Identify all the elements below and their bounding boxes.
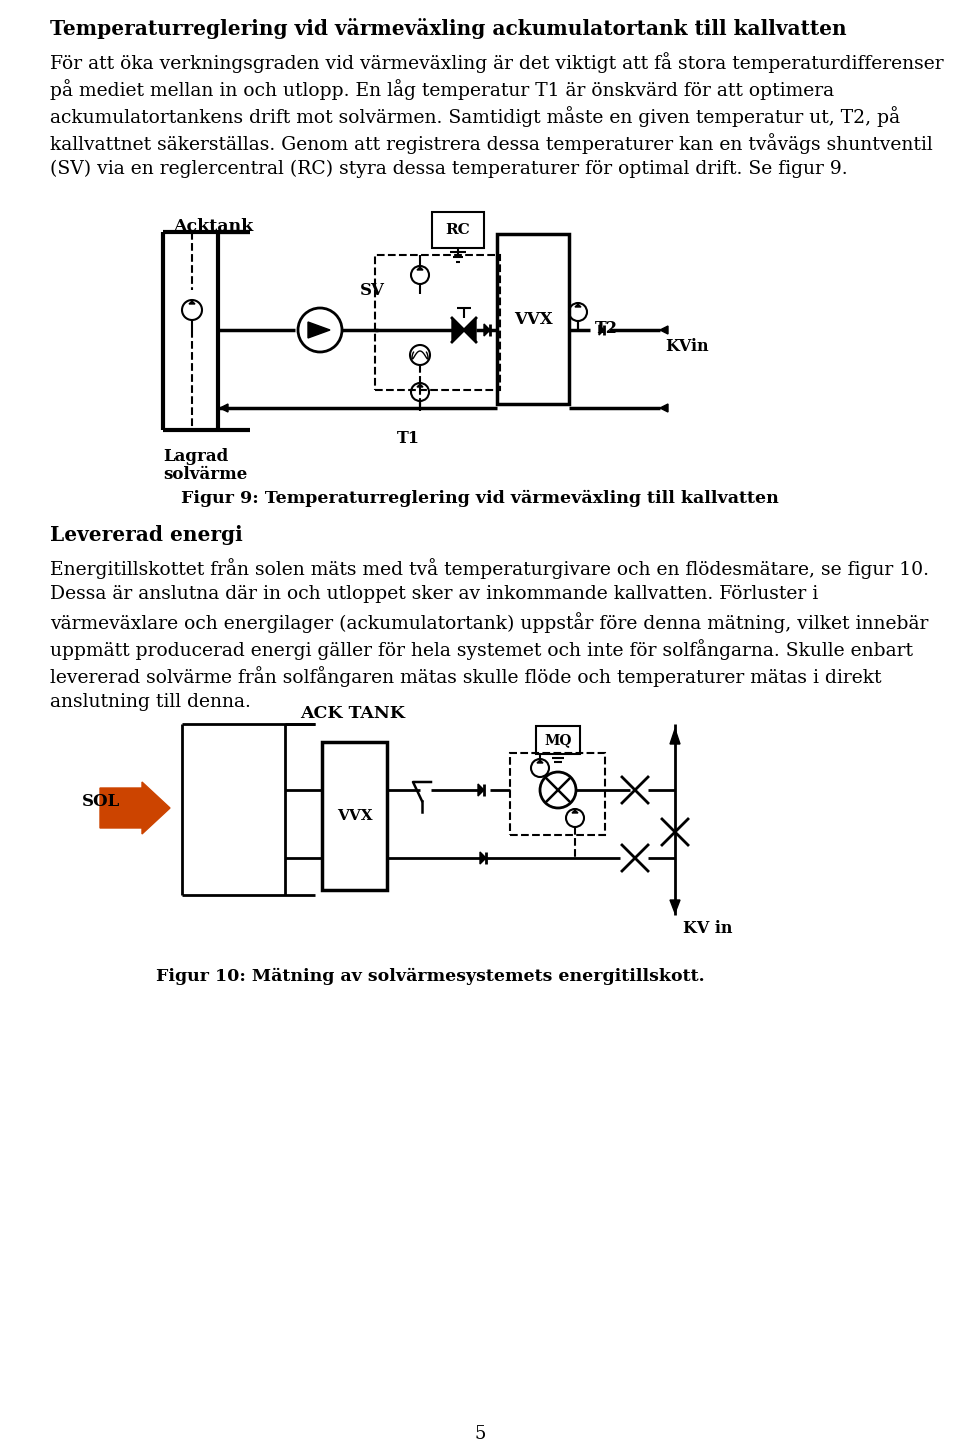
Polygon shape — [484, 324, 490, 335]
Bar — [375, 256, 500, 391]
Polygon shape — [537, 759, 543, 762]
Text: Dessa är anslutna där in och utloppet sker av inkommande kallvatten. Förluster i: Dessa är anslutna där in och utloppet sk… — [50, 585, 818, 603]
Text: uppmätt producerad energi gäller för hela systemet och inte för solfångarna. Sku: uppmätt producerad energi gäller för hel… — [50, 639, 913, 661]
Bar — [432, 212, 484, 248]
Bar — [536, 726, 580, 754]
Polygon shape — [478, 784, 484, 796]
Text: Levererad energi: Levererad energi — [50, 526, 243, 544]
Text: VVX: VVX — [337, 809, 372, 823]
Bar — [510, 754, 605, 835]
Text: 5: 5 — [474, 1424, 486, 1443]
Text: ackumulatortankens drift mot solvärmen. Samtidigt måste en given temperatur ut, : ackumulatortankens drift mot solvärmen. … — [50, 106, 900, 126]
Text: värmeväxlare och energilager (ackumulatortank) uppstår före denna mätning, vilke: värmeväxlare och energilager (ackumulato… — [50, 611, 928, 633]
Polygon shape — [220, 404, 228, 412]
Text: anslutning till denna.: anslutning till denna. — [50, 693, 251, 711]
Polygon shape — [670, 900, 680, 913]
Bar — [497, 234, 569, 404]
Polygon shape — [464, 318, 476, 343]
Polygon shape — [572, 810, 578, 813]
Polygon shape — [417, 383, 423, 388]
Polygon shape — [670, 729, 680, 743]
Text: Acktank: Acktank — [173, 218, 253, 235]
Text: ACK TANK: ACK TANK — [300, 706, 405, 722]
Text: kallvattnet säkerställas. Genom att registrera dessa temperaturer kan en tvåvägs: kallvattnet säkerställas. Genom att regi… — [50, 134, 933, 154]
Text: KV in: KV in — [683, 921, 732, 937]
Text: För att öka verkningsgraden vid värmeväxling är det viktigt att få stora tempera: För att öka verkningsgraden vid värmeväx… — [50, 52, 944, 73]
Text: (SV) via en reglercentral (RC) styra dessa temperaturer för optimal drift. Se fi: (SV) via en reglercentral (RC) styra des… — [50, 160, 848, 179]
Text: Lagrad: Lagrad — [163, 449, 228, 465]
Polygon shape — [660, 404, 668, 412]
Polygon shape — [452, 318, 464, 343]
Text: på mediet mellan in och utlopp. En låg temperatur T1 är önskvärd för att optimer: på mediet mellan in och utlopp. En låg t… — [50, 78, 834, 100]
Polygon shape — [417, 267, 423, 270]
Text: KVin: KVin — [665, 338, 708, 354]
Text: solvärme: solvärme — [163, 466, 248, 484]
Text: RC: RC — [445, 224, 470, 237]
Text: Energitillskottet från solen mäts med två temperaturgivare och en flödesmätare, : Energitillskottet från solen mäts med tv… — [50, 558, 929, 579]
Text: T2: T2 — [595, 319, 618, 337]
FancyArrow shape — [100, 783, 170, 833]
Text: Figur 10: Mätning av solvärmesystemets energitillskott.: Figur 10: Mätning av solvärmesystemets e… — [156, 968, 705, 984]
Polygon shape — [599, 325, 604, 335]
Text: T1: T1 — [396, 430, 420, 447]
Polygon shape — [660, 327, 668, 334]
Text: levererad solvärme från solfångaren mätas skulle flöde och temperaturer mätas i : levererad solvärme från solfångaren mäta… — [50, 666, 881, 687]
Bar — [322, 742, 387, 890]
Text: VVX: VVX — [514, 311, 552, 328]
Polygon shape — [480, 852, 486, 864]
Text: MQ: MQ — [544, 733, 572, 746]
Text: SOL: SOL — [82, 793, 120, 810]
Text: SV: SV — [360, 282, 385, 299]
Polygon shape — [308, 322, 330, 338]
Text: Figur 9: Temperaturreglering vid värmeväxling till kallvatten: Figur 9: Temperaturreglering vid värmevä… — [181, 489, 779, 507]
Polygon shape — [575, 303, 581, 306]
Text: Temperaturreglering vid värmeväxling ackumulatortank till kallvatten: Temperaturreglering vid värmeväxling ack… — [50, 17, 847, 39]
Polygon shape — [189, 301, 195, 303]
